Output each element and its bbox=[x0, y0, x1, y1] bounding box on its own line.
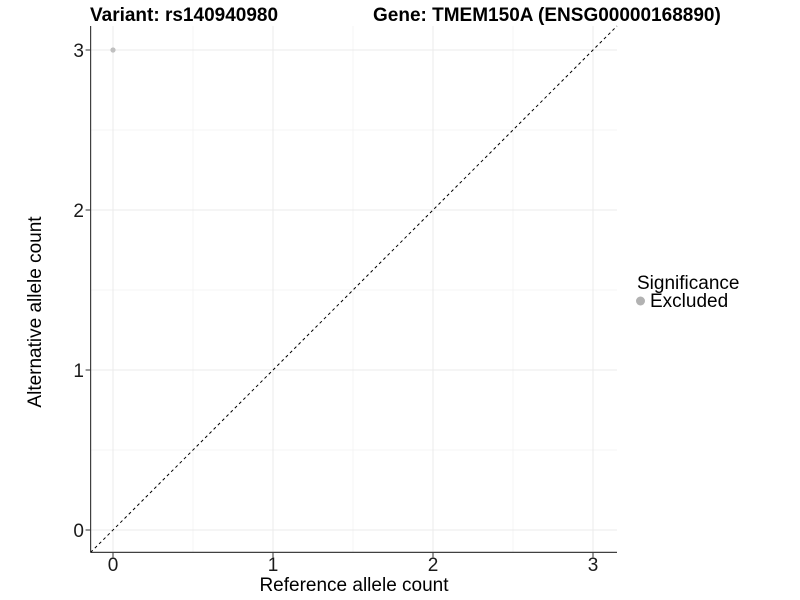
y-tick-label-3: 3 bbox=[73, 41, 84, 62]
x-tick-label-1: 1 bbox=[268, 555, 279, 576]
x-tick-label-2: 2 bbox=[428, 555, 439, 576]
identity-dashed-line bbox=[90, 25, 618, 553]
axis-layer bbox=[85, 26, 617, 558]
legend-key-excluded-dot bbox=[636, 296, 645, 306]
plot-title-variant: Variant: rs140940980 bbox=[90, 5, 278, 26]
grid-layer bbox=[90, 26, 617, 553]
plot-title-gene: Gene: TMEM150A (ENSG00000168890) bbox=[373, 5, 721, 26]
x-tick-label-3: 3 bbox=[588, 555, 599, 576]
y-tick-label-1: 1 bbox=[73, 361, 84, 382]
legend-label-excluded: Excluded bbox=[650, 291, 728, 312]
y-tick-label-0: 0 bbox=[73, 521, 84, 542]
data-layer bbox=[90, 25, 618, 553]
data-point-excluded bbox=[110, 47, 116, 53]
y-tick-label-2: 2 bbox=[73, 201, 84, 222]
legend-title: Significance bbox=[637, 273, 739, 294]
legend: Significance Excluded bbox=[636, 273, 739, 312]
x-tick-label-0: 0 bbox=[108, 555, 119, 576]
y-axis-title: Alternative allele count bbox=[25, 216, 46, 408]
x-axis-title: Reference allele count bbox=[259, 575, 449, 596]
